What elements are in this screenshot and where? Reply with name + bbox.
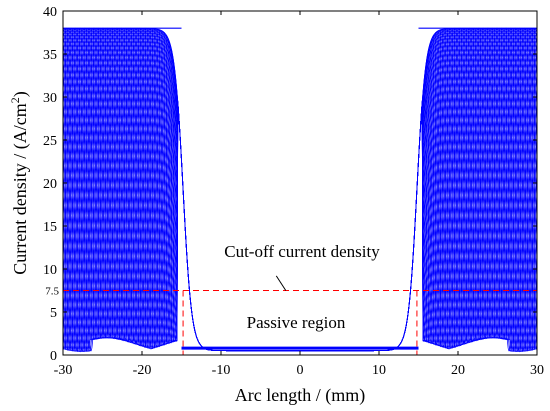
y-axis-label: Current density / (A/cm2) bbox=[8, 91, 31, 274]
cutoff-tick-label: 7.5 bbox=[45, 286, 59, 298]
y-tick-label: 15 bbox=[43, 220, 57, 235]
x-tick-label: 20 bbox=[451, 363, 465, 378]
y-tick-label: 40 bbox=[43, 5, 57, 20]
annotation-leader bbox=[275, 275, 287, 291]
y-tick-label: 0 bbox=[50, 349, 57, 364]
y-axis-ticks: 0 5 10 15 20 25 30 35 40 7.5 bbox=[43, 5, 537, 364]
y-tick-label: 20 bbox=[43, 177, 57, 192]
y-tick-label: 10 bbox=[43, 263, 57, 278]
x-tick-label: 10 bbox=[372, 363, 386, 378]
x-tick-label: 30 bbox=[530, 363, 544, 378]
y-tick-label: 25 bbox=[43, 134, 57, 149]
density-curve bbox=[300, 27, 537, 352]
x-tick-label: -20 bbox=[133, 363, 152, 378]
y-tick-label: 30 bbox=[43, 91, 57, 106]
y-tick-label: 35 bbox=[43, 48, 57, 63]
cutoff-annotation: Cut-off current density bbox=[224, 242, 380, 261]
x-axis-ticks: -30 -20 -10 0 10 20 30 bbox=[54, 11, 544, 378]
x-tick-label: -30 bbox=[54, 363, 73, 378]
cutoff-guides bbox=[63, 275, 537, 355]
passive-region-label: Passive region bbox=[247, 313, 346, 332]
y-tick-label: 5 bbox=[50, 306, 57, 321]
x-tick-label: -10 bbox=[212, 363, 231, 378]
density-curve bbox=[63, 27, 300, 352]
x-axis-label: Arc length / (mm) bbox=[235, 385, 365, 406]
density-curves bbox=[63, 27, 537, 353]
x-tick-label: 0 bbox=[297, 363, 304, 378]
